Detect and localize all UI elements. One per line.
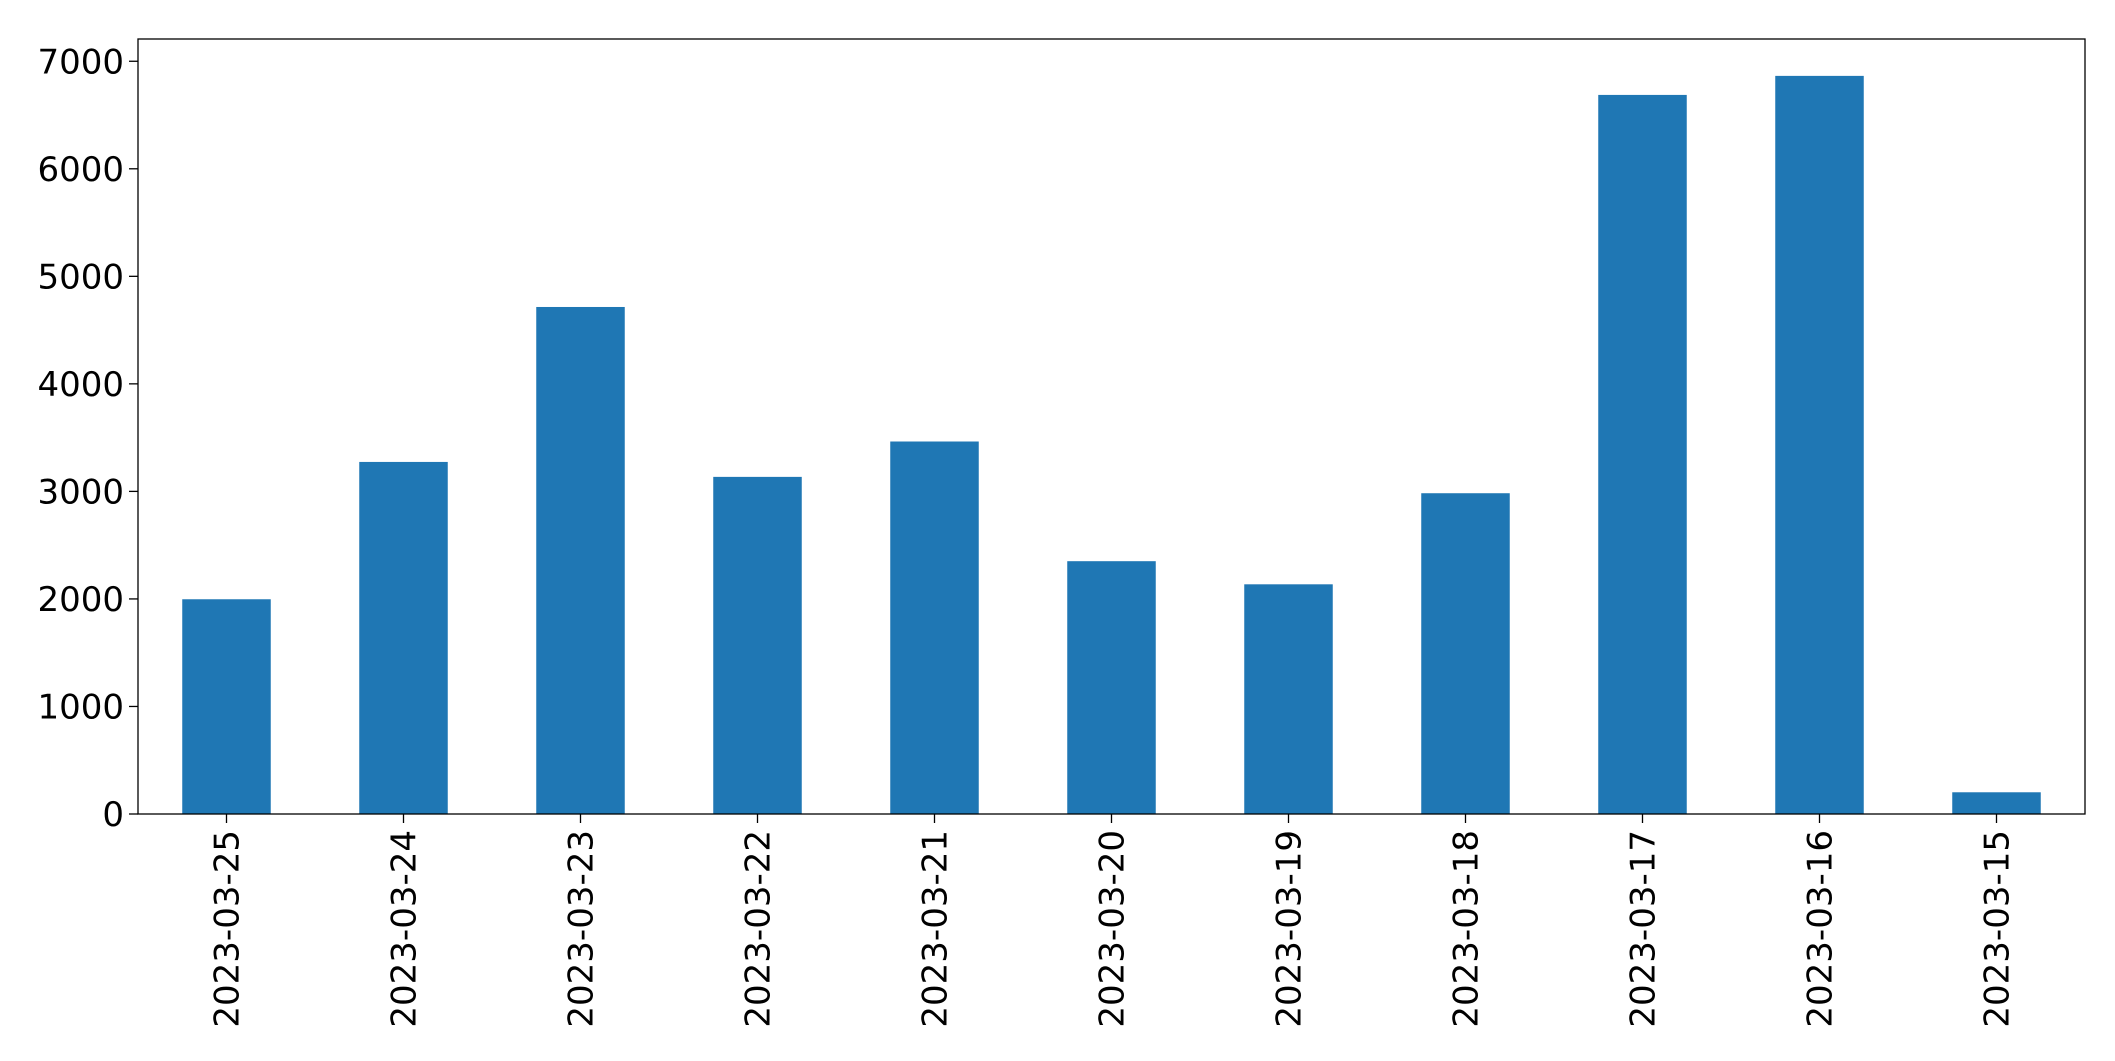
bar [713,476,802,814]
x-tick-label: 2023-03-20 [1093,830,1133,1028]
y-tick-label: 6000 [37,150,124,190]
y-tick-label: 7000 [37,42,124,82]
y-tick-label: 5000 [37,257,124,297]
bar [1244,584,1333,814]
x-tick-label: 2023-03-16 [1801,830,1841,1028]
bar [890,441,979,814]
x-tick-label: 2023-03-24 [385,830,425,1028]
y-tick-label: 2000 [37,580,124,620]
bar [182,599,271,814]
bar [359,461,448,814]
y-tick-label: 4000 [37,365,124,405]
bar [1952,792,2041,814]
bar [1067,561,1156,814]
y-tick-label: 1000 [37,687,124,727]
x-tick-label: 2023-03-25 [208,830,248,1028]
bar [1775,75,1864,814]
x-tick-label: 2023-03-17 [1624,830,1664,1028]
y-tick-label: 0 [102,795,124,835]
x-tick-label: 2023-03-18 [1447,830,1487,1028]
x-tick-label: 2023-03-22 [739,830,779,1028]
x-tick-label: 2023-03-23 [562,830,602,1028]
x-tick-label: 2023-03-21 [916,830,956,1028]
x-tick-label: 2023-03-19 [1270,830,1310,1028]
plot-frame [137,38,2086,815]
y-tick-label: 3000 [37,472,124,512]
bar [1598,94,1687,815]
bar [536,306,625,814]
bar [1421,493,1510,814]
x-tick-label: 2023-03-15 [1978,830,2018,1028]
